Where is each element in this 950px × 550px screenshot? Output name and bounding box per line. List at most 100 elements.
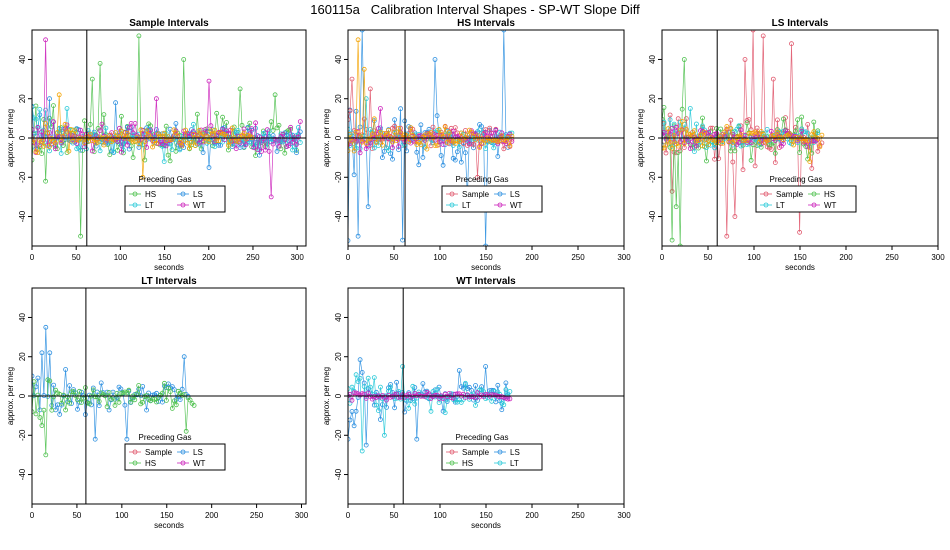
data-point [748,140,754,146]
data-point [187,145,192,151]
data-point [35,392,41,398]
data-point [255,147,261,153]
data-point [132,138,138,144]
data-point [33,411,39,417]
data-point [677,243,683,246]
x-tick-label: 100 [433,511,447,520]
data-point [466,141,472,147]
data-point [239,122,245,128]
data-point [190,121,196,127]
data-point [418,122,424,128]
data-point [67,400,72,406]
data-point [49,407,55,413]
data-point [96,398,102,404]
data-point [434,386,440,392]
data-point [503,141,509,146]
x-tick-label: 300 [617,253,631,262]
data-point [728,125,734,131]
data-point [499,130,505,136]
legend-entry-lt: LT [446,201,471,210]
data-point [704,158,709,164]
data-point [432,143,438,149]
data-point [738,127,744,133]
data-point [355,37,361,43]
data-point [43,452,49,458]
data-point [32,379,37,385]
data-point [268,119,274,125]
data-point [371,116,377,122]
data-point [353,408,359,414]
data-point [379,142,385,148]
data-point [410,383,416,389]
data-point [730,131,736,137]
x-tick-label: 250 [250,511,264,520]
series-orange [348,37,515,154]
data-point [167,389,173,395]
data-point [509,138,515,144]
data-point [124,142,130,148]
data-point [708,125,713,131]
x-tick-label: 200 [839,253,853,262]
data-point [489,398,495,404]
legend-entry-hs: HS [129,190,156,199]
data-point [51,382,57,388]
x-tick-label: 250 [246,253,260,262]
data-point [718,126,724,132]
data-point [673,204,679,210]
data-point [107,152,113,158]
data-point [78,233,83,239]
legend-swatch-marker [449,460,455,466]
data-point [361,384,367,389]
legend-entry-sample: Sample [446,448,490,457]
y-tick-label: -40 [18,210,27,222]
x-tick-label: 250 [885,253,899,262]
data-point [390,139,395,145]
data-point [675,149,681,155]
data-point [276,143,282,149]
data-point [781,116,786,122]
x-tick-label: 0 [346,511,351,520]
x-tick-label: 150 [479,253,493,262]
legend-title: Preceding Gas [456,433,509,442]
data-point [355,233,361,239]
data-point [365,390,371,396]
data-point [363,141,369,147]
legend-entry-wt: WT [808,201,837,210]
data-point [150,396,156,402]
data-point [179,143,185,149]
data-point [507,389,513,394]
legend-swatch-marker [497,202,503,208]
data-point [150,144,156,150]
data-point [768,128,774,134]
data-point [442,410,448,416]
x-tick-label: 200 [202,253,216,262]
data-point [153,96,159,102]
data-point [41,117,47,122]
legend-swatch-marker [449,202,455,208]
data-point [667,131,673,137]
data-point [355,379,361,385]
legend-swatch-marker [497,449,503,455]
legend-swatch-marker [449,449,455,455]
data-point [224,120,229,125]
legend-box [441,185,543,213]
data-point [809,165,815,171]
data-point [61,392,66,398]
data-point [817,144,823,150]
data-point [288,124,294,130]
data-point [47,115,52,121]
data-point [126,387,132,393]
legend-swatch-marker [132,460,138,466]
data-point [115,147,120,153]
legend: Preceding Gas HS LS LT WT [124,175,226,213]
y-tick-label: 40 [334,54,343,63]
data-point [348,436,351,442]
data-point [390,145,395,151]
page-title: 160115a Calibration Interval Shapes - SP… [310,2,640,17]
y-tick-label: -20 [334,429,343,441]
data-point [367,384,373,390]
x-tick-label: 50 [72,511,81,520]
data-point [469,129,474,135]
data-point [39,350,45,356]
data-point [750,30,756,33]
